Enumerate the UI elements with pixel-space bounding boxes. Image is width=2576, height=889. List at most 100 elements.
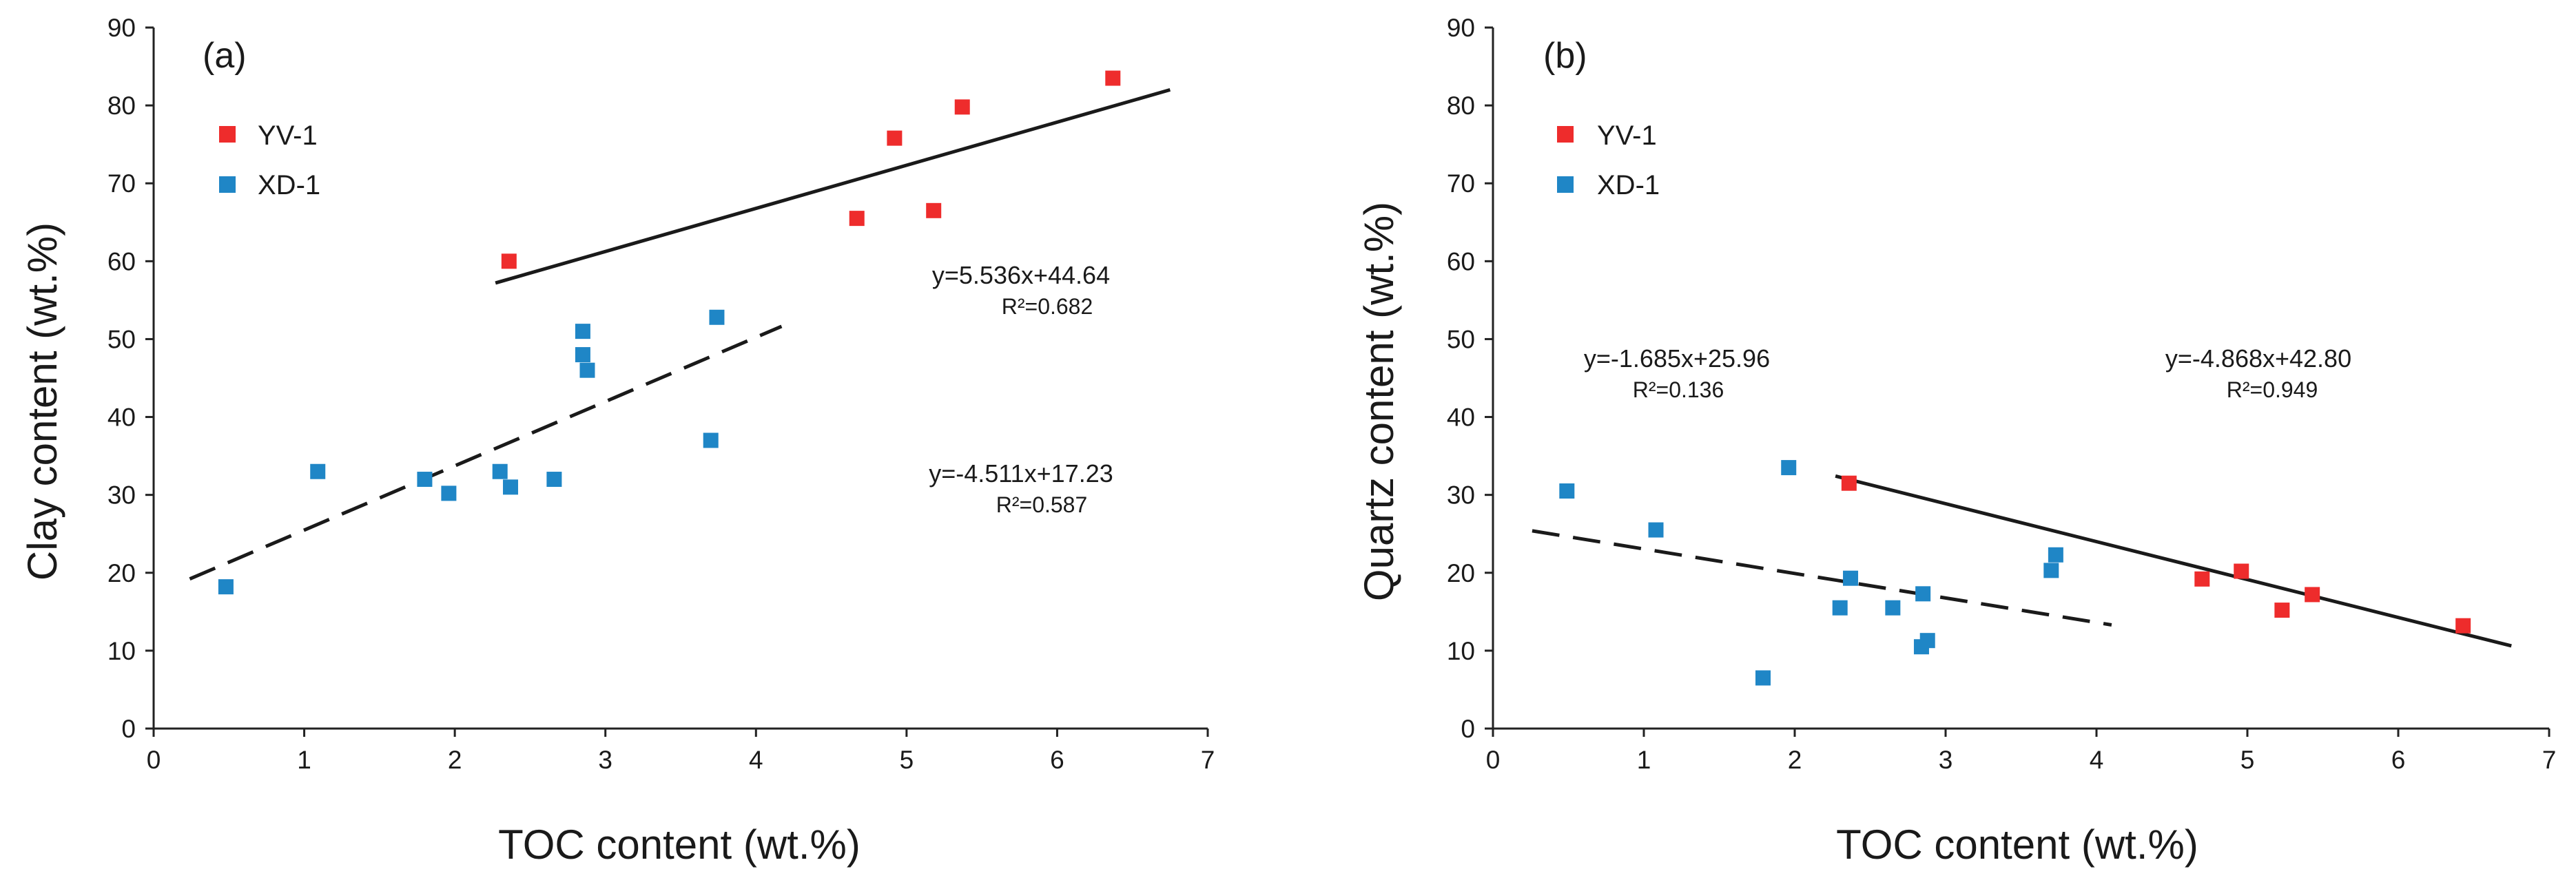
y-tick-label: 40 [1447,404,1475,432]
data-point-xd1 [2048,547,2063,563]
y-tick-label: 70 [1447,169,1475,198]
x-tick-label: 4 [2090,746,2104,774]
trendline-yv1 [495,87,1171,285]
data-point-xd1 [1885,600,1901,616]
data-point-xd1 [1915,586,1931,602]
trendline-yv1-equation: y=-4.868x+42.80 [2165,344,2351,373]
data-point-xd1 [546,472,562,488]
data-point-yv1 [887,130,903,146]
x-tick-label: 7 [2542,746,2557,774]
data-point-xd1 [579,362,595,378]
x-tick-label: 0 [1486,746,1501,774]
y-tick-label: 80 [1447,92,1475,120]
panel-a-label: (a) [203,36,247,76]
x-tick-label: 6 [1050,746,1064,774]
data-point-yv1 [849,211,865,227]
trendline-xd1-r2: R²=0.587 [996,492,1088,517]
y-tick-label: 50 [1447,325,1475,353]
data-point-yv1 [2234,563,2249,579]
x-tick-label: 3 [1939,746,1953,774]
data-point-xd1 [218,579,234,595]
x-tick-label: 4 [749,746,763,774]
x-tick-label: 1 [1637,746,1651,774]
data-point-xd1 [575,324,590,339]
panel-b-label: (b) [1543,36,1587,76]
panel-b: (b) Quartz content (wt.%) TOC content (w… [1356,14,2556,868]
y-tick-label: 10 [1447,637,1475,665]
legend-label-yv1: YV-1 [1597,121,1657,151]
y-tick-label: 20 [1447,559,1475,587]
legend-marker-yv1 [219,126,236,143]
data-point-xd1 [417,472,433,488]
panel-b-x-axis-title: TOC content (wt.%) [1836,822,2198,868]
y-tick-label: 80 [107,92,136,120]
data-point-yv1 [1841,475,1857,491]
trendline-yv1-r2: R²=0.682 [1002,294,1093,319]
data-point-xd1 [709,309,725,325]
trendline-yv1-equation: y=5.536x+44.64 [932,261,1110,289]
y-tick-label: 0 [1461,715,1475,743]
data-point-yv1 [501,253,517,269]
trendline-xd1 [189,324,783,581]
data-point-yv1 [2455,618,2471,634]
x-tick-label: 1 [297,746,311,774]
data-point-xd1 [1843,570,1859,586]
data-point-xd1 [503,479,519,495]
data-point-yv1 [2305,587,2320,603]
x-tick-label: 2 [1788,746,1802,774]
trendline-xd1-equation: y=-4.511x+17.23 [929,459,1113,488]
legend-label-yv1: YV-1 [258,121,318,151]
x-tick-label: 5 [900,746,914,774]
y-tick-label: 30 [1447,481,1475,510]
panel-a-x-axis-title: TOC content (wt.%) [498,822,861,868]
data-point-yv1 [1105,70,1121,86]
data-point-xd1 [1919,633,1935,649]
panel-a: (a) Clay content (wt.%) TOC content (wt.… [19,14,1215,868]
y-tick-label: 60 [1447,247,1475,275]
data-point-xd1 [441,485,457,501]
data-point-yv1 [2274,603,2290,618]
panel-a-y-axis-title: Clay content (wt.%) [19,222,65,581]
data-point-xd1 [2043,563,2059,578]
data-point-xd1 [1755,670,1771,686]
legend-marker-xd1 [219,176,236,193]
y-tick-label: 10 [107,637,136,665]
trendline-yv1-r2: R²=0.949 [2227,377,2318,402]
data-point-xd1 [1648,522,1664,538]
x-tick-label: 5 [2240,746,2255,774]
y-tick-label: 0 [121,715,136,743]
trendline-xd1 [1532,529,2112,627]
y-tick-label: 50 [107,325,136,353]
x-tick-label: 2 [448,746,462,774]
data-point-yv1 [954,99,970,115]
x-tick-label: 0 [147,746,161,774]
legend-label-xd1: XD-1 [258,170,320,200]
legend-marker-yv1 [1557,126,1574,143]
data-point-yv1 [926,202,942,218]
legend-marker-xd1 [1557,176,1574,193]
data-point-xd1 [1781,460,1797,476]
panel-b-y-axis-title: Quartz content (wt.%) [1356,202,1402,601]
data-point-xd1 [310,463,326,479]
data-point-xd1 [1832,600,1848,616]
data-point-xd1 [703,432,719,448]
y-tick-label: 90 [1447,14,1475,42]
y-tick-label: 70 [107,169,136,198]
y-tick-label: 40 [107,404,136,432]
y-tick-label: 60 [107,247,136,275]
trendline-xd1-equation: y=-1.685x+25.96 [1584,344,1770,373]
y-tick-label: 90 [107,14,136,42]
legend-label-xd1: XD-1 [1597,170,1660,200]
data-point-xd1 [492,463,508,479]
x-tick-label: 3 [598,746,612,774]
data-point-yv1 [2194,571,2210,587]
trendline-xd1-r2: R²=0.136 [1633,377,1724,402]
x-tick-label: 6 [2391,746,2406,774]
y-tick-label: 20 [107,559,136,587]
trendline-yv1 [1835,474,2512,648]
y-tick-label: 30 [107,481,136,510]
data-point-xd1 [575,347,590,363]
